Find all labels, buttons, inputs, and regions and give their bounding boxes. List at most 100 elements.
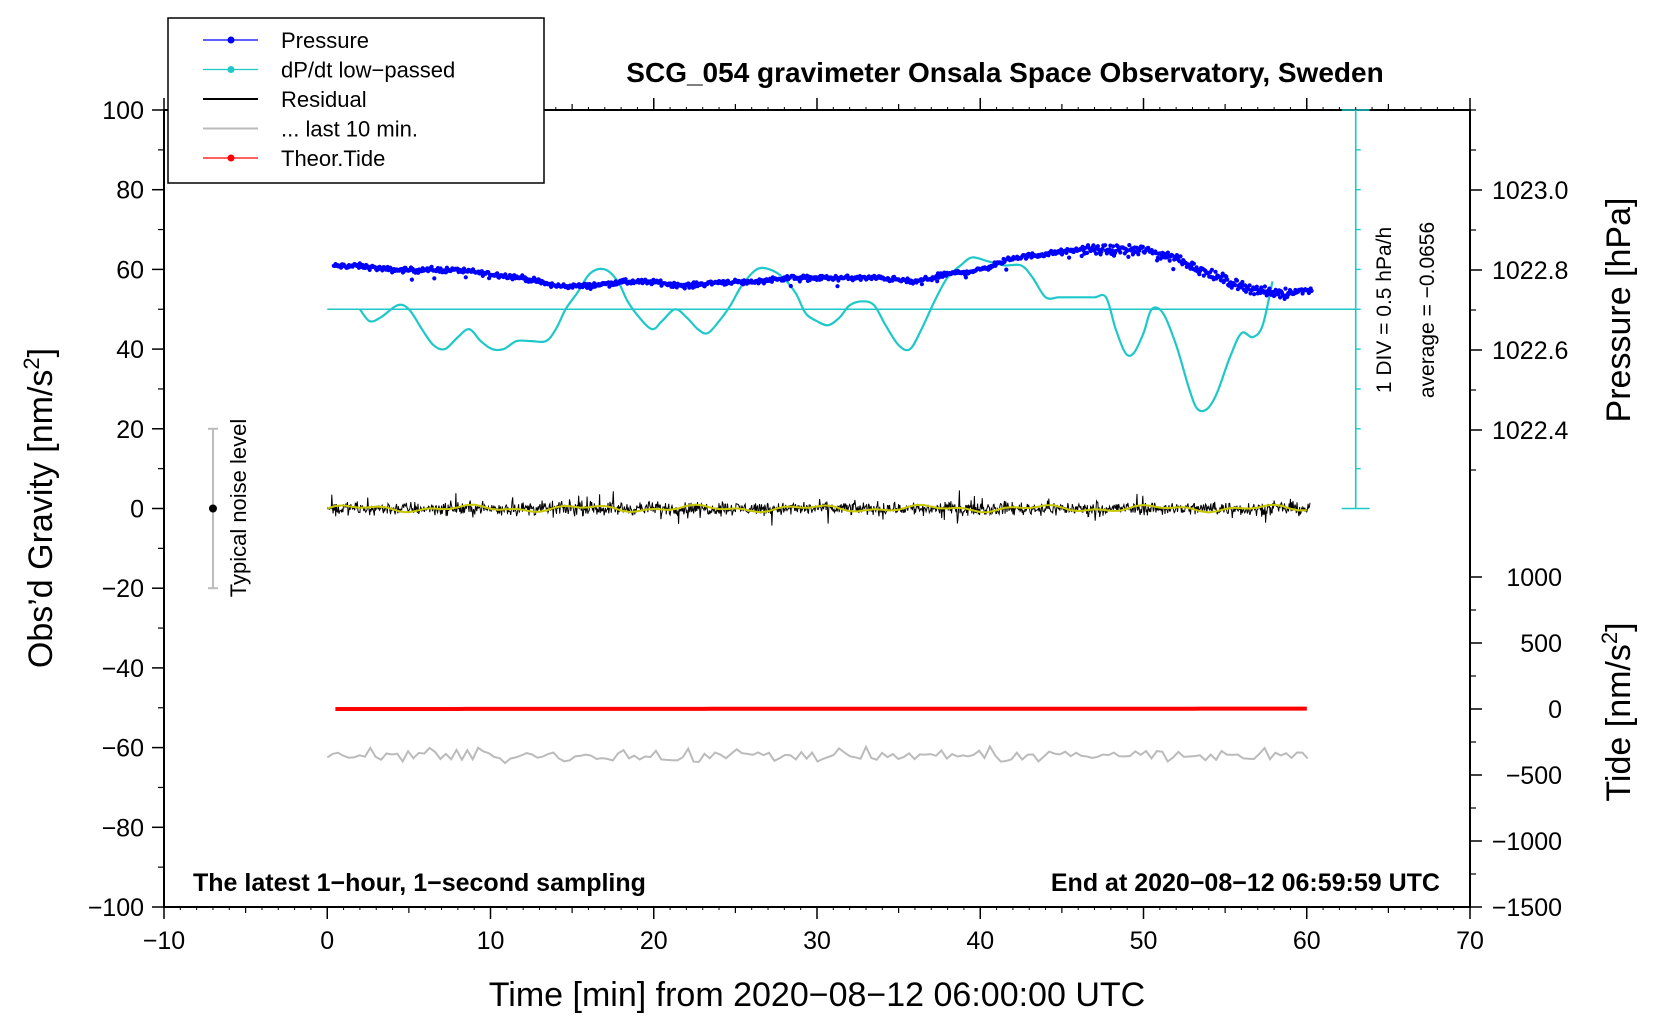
pressure-point — [1235, 287, 1240, 292]
pressure-tick-label: 1022.6 — [1492, 337, 1568, 365]
legend-label: Residual — [281, 87, 367, 112]
legend-label: dP/dt low−passed — [281, 58, 455, 83]
pressure-axis-title: Pressure [hPa] — [1600, 198, 1638, 423]
legend-swatch-marker — [227, 66, 235, 73]
left-tick-label: 60 — [116, 256, 144, 284]
x-tick-label: 0 — [320, 927, 334, 955]
legend: Pressure dP/dt low−passed Residual ... last… — [167, 17, 545, 184]
left-tick-label: −40 — [102, 655, 144, 683]
last-10-min-series-layer — [326, 744, 1309, 765]
tide-axis-title: Tide [nm/s2] — [1597, 622, 1638, 801]
chart-title: SCG_054 gravimeter Onsala Space Observat… — [626, 57, 1383, 88]
pressure-point — [487, 276, 492, 281]
pressure-point — [1225, 277, 1230, 282]
left-axis-ticks: −100 −80 −60 −40 −20 0 20 40 60 80 100 — [88, 97, 164, 922]
pressure-point — [1165, 250, 1170, 255]
pressure-point — [1103, 243, 1108, 248]
pressure-point — [1067, 255, 1072, 260]
pressure-point — [1126, 254, 1131, 259]
pressure-point — [835, 284, 840, 289]
pressure-point — [1233, 283, 1238, 288]
legend-swatch-marker — [227, 154, 235, 162]
left-tick-label: −20 — [102, 575, 144, 603]
left-axis-title-main: Obs’d Gravity [nm/s — [22, 370, 60, 669]
legend-item: Theor.Tide — [203, 146, 385, 171]
pressure-point — [1309, 288, 1314, 293]
last-10-min-line — [326, 744, 1309, 765]
pressure-point — [1220, 271, 1225, 276]
legend-label: Theor.Tide — [281, 146, 385, 171]
footer-left: The latest 1−hour, 1−second sampling — [193, 869, 646, 897]
pressure-point — [1115, 244, 1120, 249]
legend-item: ... last 10 min. — [203, 117, 418, 142]
pressure-point — [1248, 291, 1253, 296]
pressure-point — [1167, 258, 1172, 263]
tide-tick-label: −1500 — [1492, 894, 1562, 922]
left-tick-label: −60 — [102, 735, 144, 763]
pressure-point — [788, 283, 793, 289]
tide-tick-label: −500 — [1506, 762, 1562, 790]
left-tick-label: 0 — [130, 496, 144, 524]
legend-item: Residual — [203, 87, 367, 112]
left-tick-label: 80 — [116, 177, 144, 205]
pressure-point — [1278, 295, 1283, 300]
left-tick-label: −80 — [102, 814, 144, 842]
pressure-point — [1127, 243, 1132, 248]
tide-tick-label: −1000 — [1492, 828, 1562, 856]
noise-level-bar — [207, 427, 218, 590]
dpdt-line — [359, 256, 1274, 413]
pressure-point — [1174, 253, 1179, 258]
x-tick-label: −10 — [143, 927, 185, 955]
left-axis-title: Obs’d Gravity [nm/s2] — [19, 348, 60, 668]
pressure-point — [1197, 272, 1202, 277]
pressure-point — [1209, 267, 1214, 272]
pressure-point — [495, 271, 500, 276]
pressure-point — [1178, 254, 1183, 259]
tide-axis-title-main: Tide [nm/s — [1600, 644, 1638, 801]
pressure-point — [1234, 278, 1240, 283]
tide-axis-ticks: −1500 −1000 −500 0 500 1000 — [1470, 564, 1562, 922]
pressure-point — [1094, 251, 1099, 256]
pressure-point — [1095, 244, 1100, 249]
pressure-point — [1171, 267, 1176, 272]
pressure-point — [1265, 292, 1270, 297]
x-tick-label: 60 — [1293, 927, 1321, 955]
left-tick-label: 40 — [116, 336, 144, 364]
pressure-point — [432, 276, 437, 281]
legend-label: Pressure — [281, 28, 369, 53]
x-tick-label: 20 — [640, 927, 668, 955]
pressure-point — [1252, 292, 1257, 297]
tide-tick-label: 0 — [1548, 696, 1562, 724]
average-label: average = −0.0656 — [1416, 222, 1439, 398]
pressure-point — [1191, 261, 1196, 266]
legend-item: dP/dt low−passed — [203, 58, 455, 83]
legend-swatch-marker — [227, 36, 235, 44]
dpdt-series-layer — [327, 256, 1356, 413]
pressure-point — [409, 277, 414, 282]
pressure-point — [1111, 244, 1116, 249]
x-tick-label: 50 — [1130, 927, 1158, 955]
x-tick-label: 30 — [803, 927, 831, 955]
pressure-point — [963, 275, 969, 280]
tide-tick-label: 500 — [1520, 630, 1562, 658]
legend-label: ... last 10 min. — [281, 117, 418, 142]
pressure-point — [919, 282, 925, 287]
tide-axis-title-end: ] — [1600, 622, 1638, 631]
left-tick-label: 100 — [102, 97, 144, 125]
pressure-point — [1140, 244, 1145, 249]
tide-axis-title-sup: 2 — [1597, 632, 1622, 644]
residual-smooth-line — [327, 503, 1307, 514]
pressure-point — [1262, 284, 1267, 289]
footer-right: End at 2020−08−12 06:59:59 UTC — [1051, 869, 1440, 897]
noise-level-label: Typical noise level — [226, 419, 251, 598]
x-axis-title: Time [min] from 2020−08−12 06:00:00 UTC — [489, 976, 1145, 1014]
x-tick-label: 70 — [1456, 927, 1484, 955]
left-axis-title-end: ] — [22, 348, 60, 357]
x-tick-label: 40 — [966, 927, 994, 955]
left-tick-label: −100 — [88, 894, 144, 922]
noise-bar-center-dot — [208, 504, 217, 513]
pressure-point — [658, 278, 663, 283]
pressure-series-layer — [331, 243, 1314, 301]
pressure-point — [623, 277, 628, 282]
